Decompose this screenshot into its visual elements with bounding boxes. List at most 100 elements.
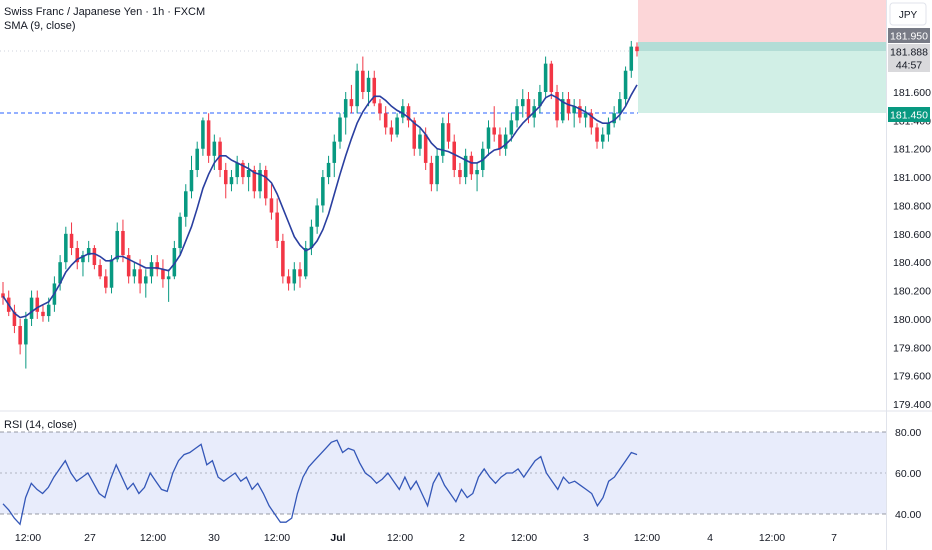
candle[interactable] bbox=[184, 191, 188, 217]
candle[interactable] bbox=[372, 77, 377, 104]
candle[interactable] bbox=[475, 170, 479, 175]
candle[interactable] bbox=[486, 127, 491, 149]
candle[interactable] bbox=[315, 205, 319, 227]
candle[interactable] bbox=[252, 170, 257, 192]
candle[interactable] bbox=[361, 70, 365, 92]
candle[interactable] bbox=[223, 170, 228, 185]
candle[interactable] bbox=[126, 255, 131, 277]
candle[interactable] bbox=[458, 170, 462, 178]
candle[interactable] bbox=[132, 269, 137, 277]
candle[interactable] bbox=[618, 99, 622, 114]
candle[interactable] bbox=[566, 99, 571, 114]
candle[interactable] bbox=[378, 103, 382, 114]
candle[interactable] bbox=[155, 262, 159, 270]
rsi-legend[interactable]: RSI (14, close) bbox=[4, 419, 77, 431]
candle[interactable] bbox=[12, 311, 17, 326]
candle[interactable] bbox=[24, 318, 28, 345]
price-axis[interactable]: 181.600181.400181.200181.000180.800180.6… bbox=[893, 87, 931, 411]
candle[interactable] bbox=[86, 248, 91, 256]
candle[interactable] bbox=[366, 77, 371, 92]
sma-line[interactable] bbox=[2, 84, 638, 319]
candle[interactable] bbox=[41, 311, 45, 317]
candle[interactable] bbox=[629, 46, 634, 71]
candle[interactable] bbox=[161, 269, 165, 280]
candle[interactable] bbox=[578, 106, 582, 118]
candle[interactable] bbox=[509, 120, 514, 135]
candle[interactable] bbox=[469, 155, 474, 175]
candle[interactable] bbox=[281, 240, 285, 277]
candle[interactable] bbox=[600, 134, 605, 142]
candle[interactable] bbox=[172, 248, 177, 277]
candle[interactable] bbox=[572, 106, 576, 114]
candle[interactable] bbox=[623, 70, 628, 100]
sma-legend[interactable]: SMA (9, close) bbox=[4, 20, 76, 32]
candle[interactable] bbox=[178, 216, 182, 248]
candle[interactable] bbox=[503, 134, 508, 149]
candle[interactable] bbox=[121, 230, 125, 256]
candle[interactable] bbox=[206, 120, 211, 156]
candle[interactable] bbox=[98, 265, 102, 277]
candle[interactable] bbox=[595, 127, 599, 142]
candle[interactable] bbox=[275, 212, 279, 241]
candle[interactable] bbox=[463, 155, 468, 178]
candle[interactable] bbox=[389, 127, 394, 135]
candle[interactable] bbox=[303, 248, 308, 277]
candle[interactable] bbox=[441, 123, 445, 156]
candle[interactable] bbox=[343, 99, 348, 118]
candle[interactable] bbox=[418, 134, 422, 149]
candle[interactable] bbox=[138, 269, 142, 284]
candle[interactable] bbox=[81, 255, 85, 263]
candle[interactable] bbox=[401, 106, 405, 118]
candle[interactable] bbox=[435, 155, 439, 185]
candle[interactable] bbox=[1, 293, 5, 298]
candle[interactable] bbox=[492, 127, 496, 135]
candle[interactable] bbox=[498, 134, 502, 149]
candle[interactable] bbox=[64, 233, 68, 263]
candle[interactable] bbox=[526, 99, 531, 118]
candle[interactable] bbox=[520, 99, 525, 107]
candle[interactable] bbox=[583, 113, 588, 118]
candle[interactable] bbox=[423, 134, 428, 163]
candle[interactable] bbox=[635, 46, 639, 52]
candle[interactable] bbox=[429, 162, 434, 185]
candle[interactable] bbox=[298, 269, 302, 277]
candle[interactable] bbox=[406, 106, 411, 121]
candle[interactable] bbox=[201, 120, 205, 149]
candle[interactable] bbox=[538, 92, 542, 107]
candle[interactable] bbox=[195, 148, 199, 170]
candle[interactable] bbox=[246, 170, 251, 178]
take-profit-zone[interactable] bbox=[638, 42, 886, 113]
candle[interactable] bbox=[309, 226, 314, 248]
time-axis[interactable]: 12:00 27 12:00 30 12:00 Jul 12:00 2 12:00 3 12:00 4… bbox=[15, 532, 837, 544]
candle[interactable] bbox=[326, 162, 331, 178]
candle[interactable] bbox=[612, 113, 616, 124]
candle[interactable] bbox=[92, 248, 97, 266]
candle[interactable] bbox=[229, 177, 234, 185]
candle[interactable] bbox=[606, 123, 611, 135]
candle[interactable] bbox=[355, 70, 359, 107]
candle[interactable] bbox=[69, 233, 74, 248]
candle[interactable] bbox=[589, 113, 594, 128]
candle[interactable] bbox=[338, 117, 342, 142]
candle[interactable] bbox=[115, 230, 120, 260]
candle[interactable] bbox=[446, 123, 451, 142]
candle[interactable] bbox=[109, 259, 114, 288]
candle[interactable] bbox=[395, 117, 399, 135]
candle[interactable] bbox=[269, 198, 274, 213]
candle[interactable] bbox=[452, 141, 456, 170]
candle[interactable] bbox=[241, 162, 245, 178]
candle[interactable] bbox=[144, 276, 148, 284]
candle[interactable] bbox=[58, 262, 62, 284]
candle[interactable] bbox=[560, 99, 565, 121]
candle[interactable] bbox=[543, 63, 548, 92]
currency-box[interactable] bbox=[889, 2, 927, 26]
candle[interactable] bbox=[292, 269, 297, 284]
candle[interactable] bbox=[35, 297, 40, 312]
candle[interactable] bbox=[549, 63, 554, 92]
candle[interactable] bbox=[332, 141, 337, 163]
candle[interactable] bbox=[383, 113, 388, 128]
candle[interactable] bbox=[349, 99, 354, 107]
rsi-axis[interactable]: 80.00 60.00 40.00 bbox=[895, 427, 921, 521]
candle[interactable] bbox=[149, 262, 154, 277]
